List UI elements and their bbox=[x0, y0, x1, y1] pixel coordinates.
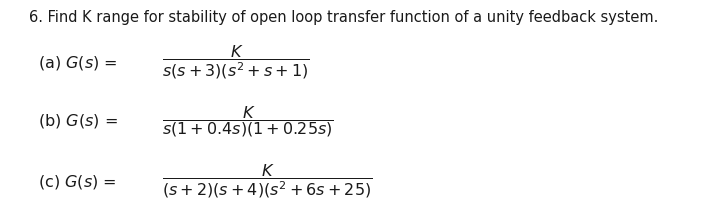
Text: (a) $G(s)$ =: (a) $G(s)$ = bbox=[38, 54, 117, 72]
Text: (c) $G(s)$ =: (c) $G(s)$ = bbox=[38, 173, 117, 191]
Text: (b) $G(s)$ =: (b) $G(s)$ = bbox=[38, 112, 118, 130]
Text: $\dfrac{K}{s(1 + 0.4s)(1 + 0.25s)}$: $\dfrac{K}{s(1 + 0.4s)(1 + 0.25s)}$ bbox=[162, 104, 333, 138]
Text: $\dfrac{K}{s(s + 3)(s^2 + s + 1)}$: $\dfrac{K}{s(s + 3)(s^2 + s + 1)}$ bbox=[162, 44, 310, 81]
Text: 6. Find K range for stability of open loop transfer function of a unity feedback: 6. Find K range for stability of open lo… bbox=[29, 10, 658, 25]
Text: $\dfrac{K}{(s + 2)(s + 4)(s^2 + 6s + 25)}$: $\dfrac{K}{(s + 2)(s + 4)(s^2 + 6s + 25)… bbox=[162, 163, 372, 200]
